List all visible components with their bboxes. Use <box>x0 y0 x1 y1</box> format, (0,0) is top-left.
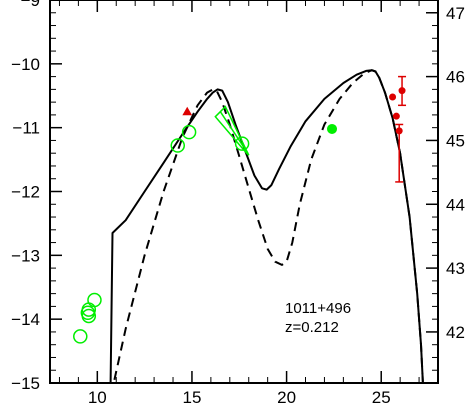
y-tick-label: −13 <box>11 246 40 265</box>
dashed-model-curve <box>113 69 424 384</box>
y-tick-label: −15 <box>11 374 40 393</box>
open-circle-point <box>234 136 250 151</box>
plot-frame <box>49 0 439 384</box>
model-curves <box>109 69 424 384</box>
y-tick-label: −11 <box>12 119 40 138</box>
filled-green-point <box>327 123 338 134</box>
x-tick-label: 20 <box>277 388 296 407</box>
y2-tick-label: 45 <box>446 131 465 150</box>
x-tick-label: 25 <box>372 388 391 407</box>
source-name-label: 1011+496 <box>285 300 351 317</box>
optical-slope-line <box>219 111 249 154</box>
red-triangle-point <box>182 106 193 116</box>
open-circle-point <box>181 124 197 140</box>
y-tick-label: −14 <box>11 310 40 329</box>
data-points <box>73 75 407 344</box>
tick-marks <box>50 0 439 384</box>
red-xray-point <box>389 93 397 101</box>
open-circle-point <box>87 292 102 308</box>
y2-tick-label: 47 <box>446 4 465 23</box>
y2-tick-label: 42 <box>446 323 465 342</box>
y-tick-label: −12 <box>11 183 40 202</box>
open-circle-point <box>81 308 97 324</box>
y2-tick-label: 43 <box>446 259 465 278</box>
y2-tick-label: 46 <box>446 68 465 87</box>
red-xray-point <box>395 127 403 135</box>
open-circle-point <box>73 329 88 344</box>
optical-slope-bowtie <box>214 105 250 156</box>
y-tick-label: −9 <box>21 0 40 10</box>
y2-tick-label: 44 <box>446 195 465 214</box>
open-circle-point <box>170 138 186 153</box>
y-tick-label: −10 <box>11 55 40 74</box>
red-xray-point <box>398 87 406 95</box>
tick-labels: 10 15 20 25 −15 −14 −13 −12 −11 −10 −9 42 43 44 45 46 47 <box>11 0 465 407</box>
redshift-label: z=0.212 <box>285 319 339 336</box>
solid-model-curve <box>109 69 424 384</box>
x-tick-label: 15 <box>182 388 201 407</box>
x-tick-label: 10 <box>88 388 107 407</box>
red-xray-point <box>392 112 400 120</box>
